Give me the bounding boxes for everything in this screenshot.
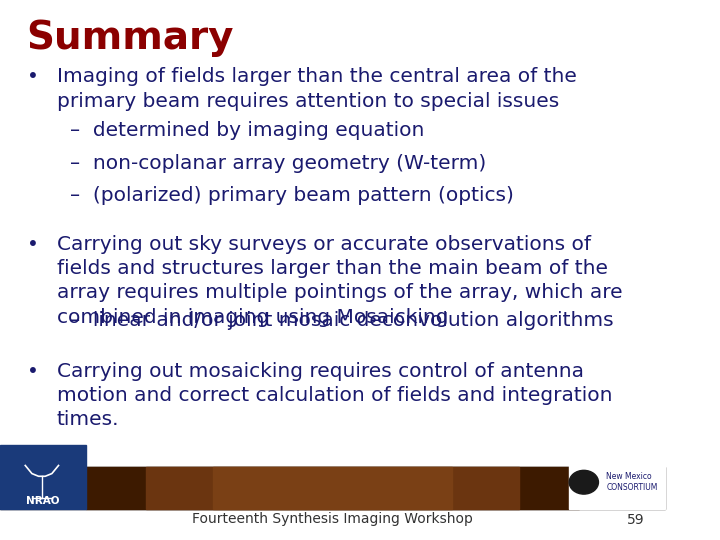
Text: Summary: Summary [27,19,234,57]
Bar [569,453,665,509]
Bar [86,467,578,509]
Text: Carrying out mosaicking requires control of antenna
motion and correct calculati: Carrying out mosaicking requires control… [57,362,612,429]
Text: New Mexico
CONSORTIUM: New Mexico CONSORTIUM [606,472,658,492]
Text: –  (polarized) primary beam pattern (optics): – (polarized) primary beam pattern (opti… [70,186,513,205]
Text: 59: 59 [627,512,645,526]
Text: Carrying out sky surveys or accurate observations of
fields and structures large: Carrying out sky surveys or accurate obs… [57,235,622,327]
Text: •: • [27,362,38,381]
Text: •: • [27,235,38,254]
Text: –  non-coplanar array geometry (W-term): – non-coplanar array geometry (W-term) [70,154,486,173]
Circle shape [570,470,598,494]
Bar [213,467,452,509]
Text: •: • [27,68,38,86]
Text: Fourteenth Synthesis Imaging Workshop: Fourteenth Synthesis Imaging Workshop [192,512,473,526]
Text: –  determined by imaging equation: – determined by imaging equation [70,122,424,140]
Text: NRAO: NRAO [27,496,60,506]
Bar [0,467,665,509]
Text: –  linear and/or joint mosaic deconvolution algorithms: – linear and/or joint mosaic deconvoluti… [70,310,613,329]
Bar [146,467,518,509]
Bar [0,445,86,509]
Text: Imaging of fields larger than the central area of the
primary beam requires atte: Imaging of fields larger than the centra… [57,68,577,111]
